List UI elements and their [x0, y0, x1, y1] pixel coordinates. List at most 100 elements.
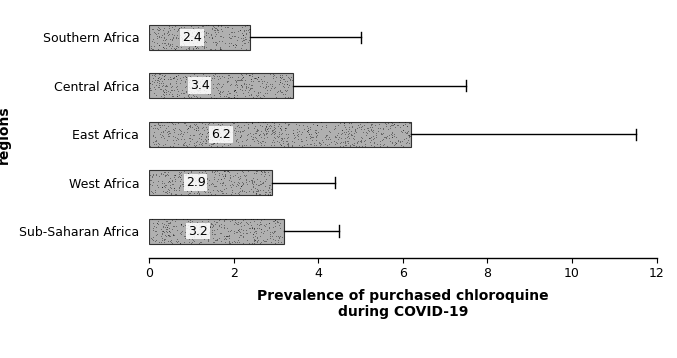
Point	[158, 35, 169, 41]
Point	[217, 89, 227, 95]
Point	[352, 125, 363, 131]
Point	[175, 174, 185, 179]
Point	[378, 142, 389, 148]
Point	[162, 224, 173, 230]
Point	[274, 133, 284, 139]
Point	[156, 40, 167, 45]
Point	[220, 217, 231, 222]
Point	[216, 23, 227, 28]
Point	[171, 45, 181, 50]
Point	[183, 84, 194, 90]
Point	[203, 237, 214, 242]
Point	[402, 132, 413, 138]
Point	[185, 188, 196, 194]
Point	[180, 233, 191, 238]
Point	[268, 230, 279, 236]
Point	[194, 95, 205, 100]
Point	[181, 122, 192, 128]
Point	[148, 223, 159, 229]
Point	[247, 78, 258, 84]
Point	[164, 178, 175, 184]
Point	[190, 87, 201, 92]
Point	[269, 237, 280, 243]
Point	[156, 235, 167, 241]
Point	[273, 124, 284, 129]
Point	[230, 33, 240, 39]
Point	[209, 75, 220, 81]
Point	[265, 122, 276, 127]
Point	[246, 82, 257, 87]
Point	[192, 39, 202, 45]
Point	[233, 227, 244, 233]
Point	[150, 238, 160, 244]
Point	[253, 78, 264, 84]
Point	[194, 119, 204, 125]
Point	[183, 126, 194, 131]
Point	[199, 236, 210, 242]
Point	[215, 176, 226, 182]
Point	[179, 79, 190, 85]
Point	[215, 238, 226, 244]
Point	[158, 129, 169, 135]
Point	[154, 173, 165, 179]
Point	[204, 85, 215, 91]
Point	[217, 143, 227, 149]
Point	[207, 141, 218, 147]
Point	[320, 134, 330, 140]
Point	[223, 43, 234, 48]
Point	[236, 132, 246, 138]
Point	[161, 171, 172, 177]
Point	[299, 142, 310, 148]
Point	[286, 143, 297, 149]
Point	[198, 45, 209, 50]
Point	[254, 191, 265, 197]
Point	[236, 77, 246, 83]
Point	[344, 130, 355, 136]
Point	[175, 174, 186, 180]
Point	[197, 121, 208, 126]
Point	[179, 30, 190, 35]
Point	[211, 95, 221, 101]
Point	[234, 220, 245, 226]
Point	[161, 91, 172, 97]
Point	[190, 44, 200, 49]
Point	[160, 141, 171, 147]
Point	[244, 225, 255, 231]
Point	[175, 222, 186, 228]
Point	[267, 82, 278, 87]
Point	[186, 172, 197, 178]
Point	[159, 180, 170, 186]
Point	[234, 189, 244, 195]
Point	[238, 122, 249, 128]
Point	[189, 83, 200, 89]
Point	[300, 137, 311, 143]
Point	[165, 182, 175, 188]
Point	[165, 84, 176, 90]
Point	[206, 77, 217, 82]
Point	[246, 180, 257, 186]
Point	[173, 185, 184, 191]
Point	[272, 89, 283, 95]
Point	[147, 37, 158, 42]
Point	[307, 134, 318, 140]
Point	[278, 140, 288, 146]
Point	[167, 177, 177, 183]
Point	[228, 228, 239, 234]
Point	[251, 238, 262, 243]
Point	[172, 91, 183, 97]
Point	[167, 232, 178, 238]
Point	[274, 125, 285, 131]
Point	[211, 25, 221, 30]
Point	[341, 134, 352, 139]
Point	[316, 141, 327, 147]
Point	[232, 83, 243, 88]
Point	[210, 232, 221, 237]
Point	[238, 90, 248, 96]
Y-axis label: Sub-Saharan African
regions: Sub-Saharan African regions	[0, 54, 11, 215]
Point	[252, 188, 263, 194]
Point	[248, 184, 259, 190]
Point	[397, 138, 408, 144]
Point	[193, 189, 204, 195]
Point	[234, 128, 245, 134]
Point	[248, 225, 259, 231]
